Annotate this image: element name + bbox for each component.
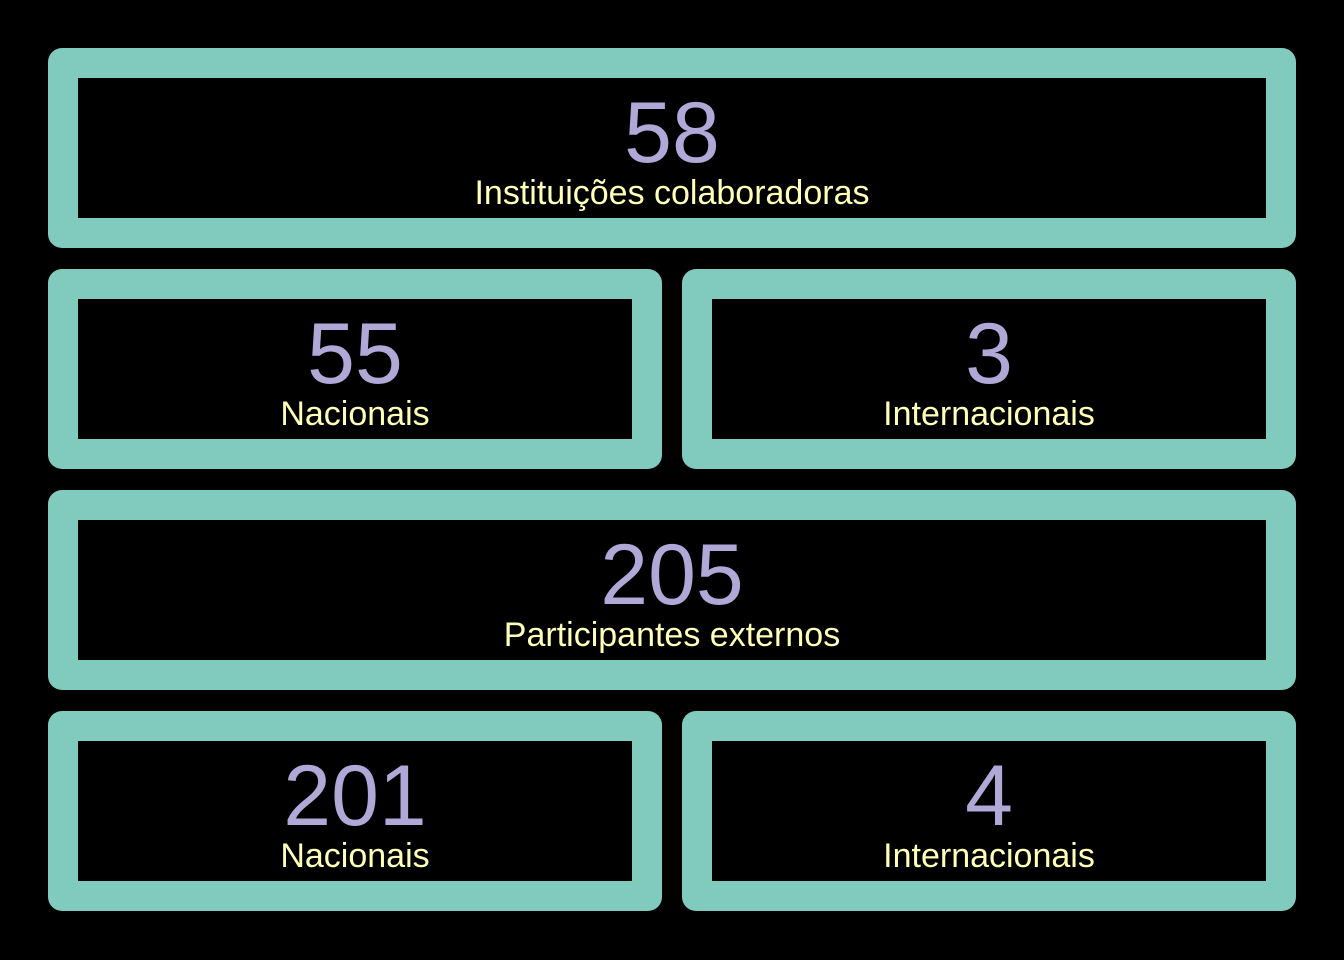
card-inner: 201 Nacionais <box>78 741 632 881</box>
participants-international-value: 4 <box>965 748 1013 844</box>
card-inner: 205 Participantes externos <box>78 520 1266 660</box>
participants-national-label: Nacionais <box>280 837 430 875</box>
card-inner: 58 Instituições colaboradoras <box>78 78 1266 218</box>
institutions-national-card: 55 Nacionais <box>48 269 662 469</box>
institutions-national-value: 55 <box>307 306 403 402</box>
institutions-international-card: 3 Internacionais <box>682 269 1296 469</box>
institutions-total-card: 58 Instituições colaboradoras <box>48 48 1296 248</box>
participants-total-value: 205 <box>600 527 744 623</box>
participants-national-card: 201 Nacionais <box>48 711 662 911</box>
institutions-international-value: 3 <box>965 306 1013 402</box>
institutions-total-value: 58 <box>624 85 720 181</box>
participants-international-card: 4 Internacionais <box>682 711 1296 911</box>
participants-international-label: Internacionais <box>883 837 1095 875</box>
institutions-national-label: Nacionais <box>280 395 430 433</box>
participants-total-card: 205 Participantes externos <box>48 490 1296 690</box>
card-inner: 4 Internacionais <box>712 741 1266 881</box>
institutions-total-label: Instituições colaboradoras <box>474 174 870 212</box>
institutions-international-label: Internacionais <box>883 395 1095 433</box>
participants-national-value: 201 <box>283 748 427 844</box>
card-inner: 55 Nacionais <box>78 299 632 439</box>
card-inner: 3 Internacionais <box>712 299 1266 439</box>
participants-total-label: Participantes externos <box>503 616 841 654</box>
